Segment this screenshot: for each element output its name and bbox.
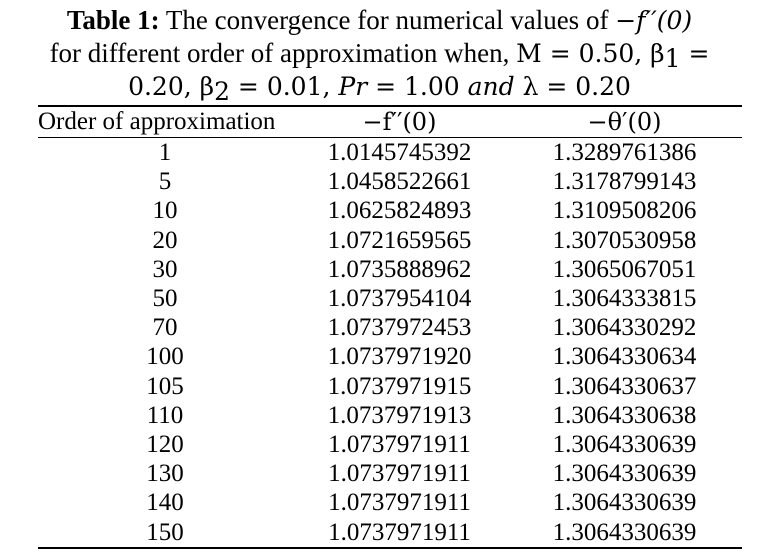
caption-pr: Pr <box>338 72 368 101</box>
cell-order: 5 <box>158 168 172 196</box>
caption-label: Table 1: <box>66 5 160 35</box>
header-theta-prime-label: −θ′(0) <box>587 107 662 136</box>
cell-theta-prime: 1.3064330637 <box>552 372 697 400</box>
table-caption: Table 1: The convergence for numerical v… <box>0 4 759 106</box>
cell-order: 50 <box>152 285 178 313</box>
header-order: Order of approximation <box>38 105 292 138</box>
cell-theta-prime: 1.3064330639 <box>552 430 697 458</box>
header-f-double-prime: −f′′(0) <box>292 105 507 138</box>
cell-theta-prime: 1.3070530958 <box>552 226 697 254</box>
table-row: 105 1.0737971915 1.3064330637 <box>38 372 742 401</box>
table-row: 70 1.0737972453 1.3064330292 <box>38 313 742 342</box>
cell-f-double-prime: 1.0458522661 <box>327 168 472 196</box>
caption-math-3b: = 0.01, <box>229 72 339 101</box>
table-row: 100 1.0737971920 1.3064330634 <box>38 342 742 371</box>
cell-order: 1 <box>158 139 172 167</box>
caption-math-3c: = 1.00 <box>367 72 468 101</box>
cell-theta-prime: 1.3178799143 <box>552 168 697 196</box>
caption-sub-2: 2 <box>214 77 230 106</box>
table-row: 50 1.0737954104 1.3064333815 <box>38 284 742 313</box>
cell-order: 30 <box>152 255 178 283</box>
cell-order: 20 <box>152 226 178 254</box>
caption-math-3d: λ = 0.20 <box>514 72 631 101</box>
cell-theta-prime: 1.3289761386 <box>552 139 697 167</box>
table-row: 1 1.0145745392 1.3289761386 <box>38 138 742 168</box>
cell-f-double-prime: 1.0145745392 <box>327 139 472 167</box>
caption-text-1: The convergence for numerical values of <box>159 5 616 35</box>
table-row: 130 1.0737971911 1.3064330639 <box>38 459 742 488</box>
caption-line-2: for different order of approximation whe… <box>0 37 759 73</box>
cell-f-double-prime: 1.0737954104 <box>327 285 472 313</box>
cell-theta-prime: 1.3064330638 <box>552 401 697 429</box>
cell-f-double-prime: 1.0625824893 <box>327 197 472 225</box>
header-theta-prime: −θ′(0) <box>507 105 742 138</box>
caption-math-3a: 0.20, β <box>128 72 215 101</box>
cell-order: 100 <box>146 343 184 371</box>
cell-f-double-prime: 1.0737971920 <box>327 343 472 371</box>
cell-f-double-prime: 1.0735888962 <box>327 255 472 283</box>
cell-order: 70 <box>152 314 178 342</box>
caption-math-2a: M = 0.50, β <box>516 39 665 68</box>
cell-order: 105 <box>146 372 184 400</box>
table-row: 110 1.0737971913 1.3064330638 <box>38 401 742 430</box>
cell-order: 140 <box>146 489 184 517</box>
caption-math-1: −f′′(0) <box>615 6 693 35</box>
table-row: 120 1.0737971911 1.3064330639 <box>38 430 742 459</box>
cell-order: 130 <box>146 460 184 488</box>
caption-text-2: for different order of approximation whe… <box>49 38 517 68</box>
caption-line-1: Table 1: The convergence for numerical v… <box>0 4 759 37</box>
caption-sub-1: 1 <box>664 44 681 73</box>
cell-theta-prime: 1.3109508206 <box>552 197 697 225</box>
cell-order: 150 <box>38 517 292 549</box>
table-row: 150 1.0737971911 1.3064330639 <box>38 517 742 549</box>
table-row: 20 1.0721659565 1.3070530958 <box>38 226 742 255</box>
cell-theta-prime: 1.3064330634 <box>552 343 697 371</box>
caption-math-2b: = <box>680 39 710 68</box>
cell-order: 10 <box>152 197 178 225</box>
table-header-row: Order of approximation −f′′(0) −θ′(0) <box>38 105 742 138</box>
cell-f-double-prime: 1.0721659565 <box>327 226 472 254</box>
cell-f-double-prime: 1.0737972453 <box>327 314 472 342</box>
cell-f-double-prime: 1.0737971911 <box>328 489 471 517</box>
table-row: 5 1.0458522661 1.3178799143 <box>38 167 742 196</box>
cell-theta-prime: 1.3064330639 <box>552 489 697 517</box>
cell-theta-prime: 1.3064330639 <box>507 517 742 549</box>
cell-f-double-prime: 1.0737971911 <box>328 460 471 488</box>
table-row: 10 1.0625824893 1.3109508206 <box>38 196 742 225</box>
cell-f-double-prime: 1.0737971915 <box>327 372 472 400</box>
caption-line-3: 0.20, β2 = 0.01, Pr = 1.00 and λ = 0.20 <box>0 70 759 106</box>
cell-f-double-prime: 1.0737971911 <box>292 517 507 549</box>
cell-theta-prime: 1.3064330292 <box>552 314 697 342</box>
cell-f-double-prime: 1.0737971911 <box>328 430 471 458</box>
caption-and: and <box>467 72 515 101</box>
cell-theta-prime: 1.3064333815 <box>552 285 697 313</box>
table-row: 140 1.0737971911 1.3064330639 <box>38 488 742 517</box>
table-row: 30 1.0735888962 1.3065067051 <box>38 255 742 284</box>
header-f-double-prime-label: −f′′(0) <box>362 107 437 136</box>
cell-theta-prime: 1.3065067051 <box>552 255 697 283</box>
cell-order: 110 <box>146 401 184 429</box>
cell-f-double-prime: 1.0737971913 <box>327 401 472 429</box>
cell-theta-prime: 1.3064330639 <box>552 460 697 488</box>
cell-order: 120 <box>146 430 184 458</box>
table-body: 1 1.0145745392 1.3289761386 5 1.0458522661 1.… <box>38 138 742 549</box>
